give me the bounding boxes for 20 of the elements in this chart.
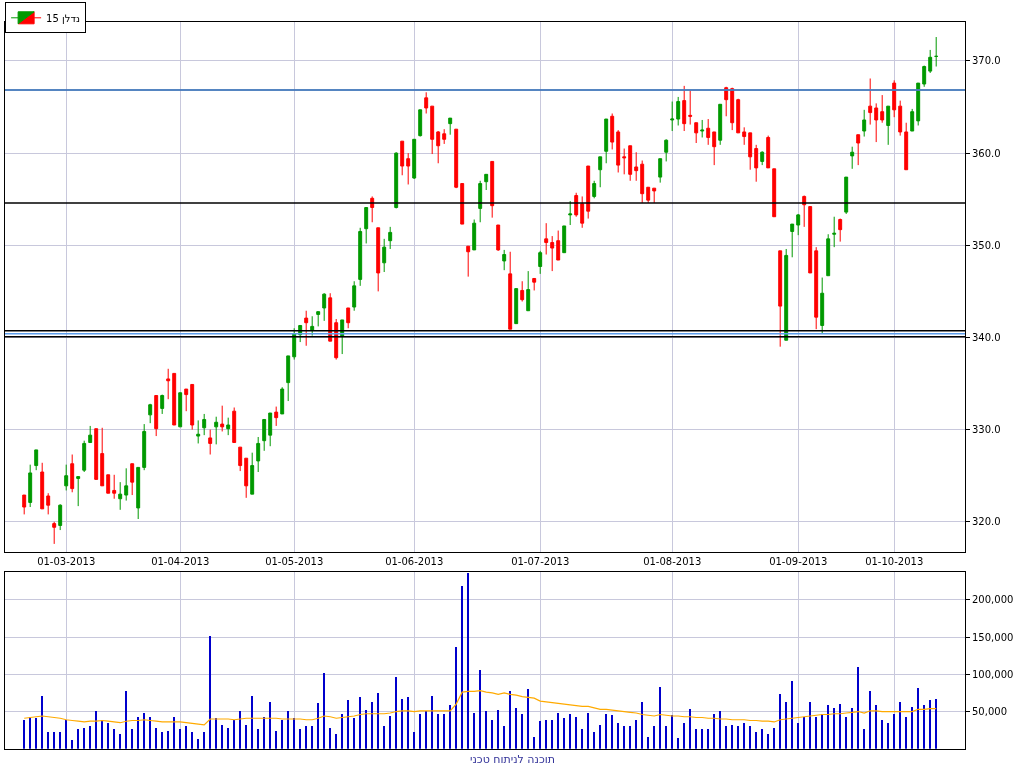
y-tick-label: 350.0 bbox=[972, 239, 1001, 251]
x-tick-label: 01-05-2013 bbox=[265, 556, 324, 568]
y-tick-label: 340.0 bbox=[972, 331, 1001, 343]
x-tick-label: 01-07-2013 bbox=[511, 556, 570, 568]
y-tick-label: 100,000 bbox=[972, 668, 1014, 680]
y-tick-label: 150,000 bbox=[972, 631, 1014, 643]
y-tick-label: 320.0 bbox=[972, 516, 1001, 528]
y-tick-label: 370.0 bbox=[972, 55, 1001, 67]
legend-label: נדלן 15 bbox=[46, 12, 80, 24]
x-tick-label: 01-03-2013 bbox=[37, 556, 96, 568]
y-tick-label: 330.0 bbox=[972, 424, 1001, 436]
text: תוכנה לניתוח טכני bbox=[470, 753, 555, 766]
x-tick-label: 01-04-2013 bbox=[151, 556, 210, 568]
y-tick-label: 360.0 bbox=[972, 147, 1001, 159]
x-tick-label: 01-10-2013 bbox=[865, 556, 924, 568]
y-tick-label: 200,000 bbox=[972, 594, 1014, 606]
x-tick-label: 01-09-2013 bbox=[769, 556, 828, 568]
x-tick-label: 01-08-2013 bbox=[643, 556, 702, 568]
y-tick-label: 50,000 bbox=[972, 706, 1007, 718]
x-tick-label: 01-06-2013 bbox=[385, 556, 444, 568]
